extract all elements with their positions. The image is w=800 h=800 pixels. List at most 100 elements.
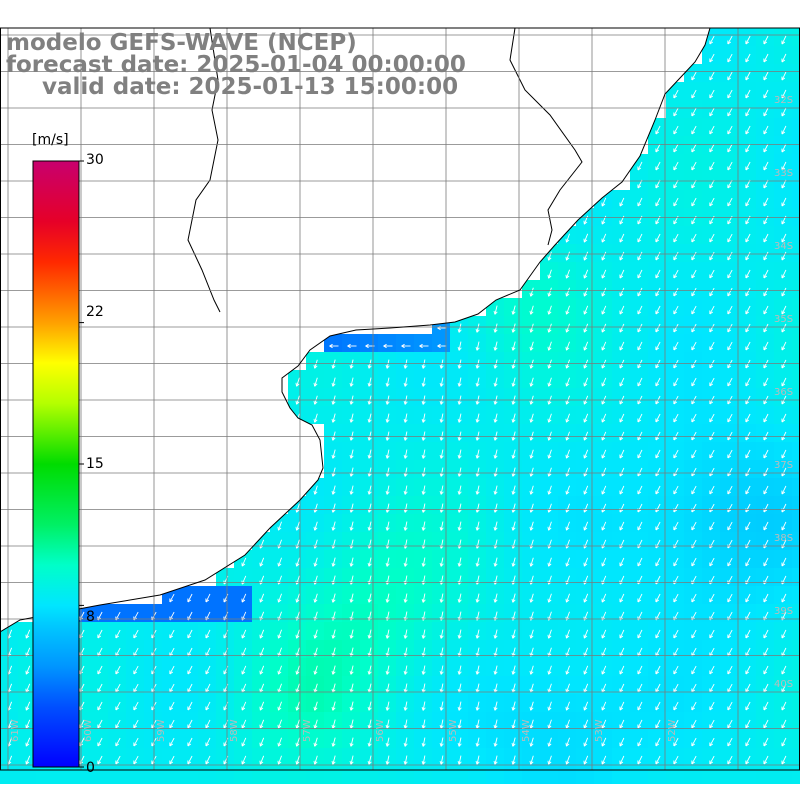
speed-cell (486, 694, 504, 712)
wind-arrow (439, 719, 444, 729)
wind-arrow (511, 323, 516, 333)
wind-arrow (169, 737, 175, 747)
speed-cell (774, 406, 792, 424)
wind-arrow (619, 449, 625, 459)
speed-cell (504, 550, 522, 568)
speed-cell (792, 748, 800, 766)
speed-cell (684, 748, 702, 766)
wind-arrow (331, 431, 336, 441)
speed-cell (468, 514, 486, 532)
wind-arrow (673, 233, 679, 243)
wind-arrow (565, 305, 570, 315)
speed-cell (558, 514, 576, 532)
speed-cell (630, 586, 648, 604)
speed-cell (468, 352, 486, 370)
speed-cell (738, 478, 756, 496)
speed-cell (684, 424, 702, 442)
speed-cell (522, 478, 540, 496)
wind-arrow (601, 737, 607, 747)
speed-cell (558, 478, 576, 496)
wind-arrow (655, 359, 661, 369)
speed-cell (360, 712, 378, 730)
wind-arrow (565, 485, 570, 495)
lon-label-59w: 59W (156, 719, 167, 742)
speed-cell (666, 442, 684, 460)
wind-arrow (763, 233, 769, 243)
wind-arrow (25, 719, 31, 729)
speed-cell (180, 694, 198, 712)
speed-cell (288, 712, 306, 730)
speed-cell (504, 694, 522, 712)
wind-arrow (709, 629, 715, 639)
speed-cell (360, 352, 378, 370)
lat-label-35s: 35S (774, 314, 794, 325)
speed-cell (270, 712, 288, 730)
wind-arrow (601, 701, 607, 711)
speed-cell (414, 532, 432, 550)
speed-cell (450, 640, 468, 658)
wind-arrow (763, 107, 769, 117)
speed-cell (324, 370, 342, 388)
speed-cell (378, 748, 396, 766)
wind-arrow (619, 557, 625, 567)
speed-cell (162, 640, 180, 658)
speed-cell (702, 190, 720, 208)
wind-arrow (727, 143, 733, 153)
speed-cell (342, 568, 360, 586)
speed-cell (522, 766, 540, 784)
speed-cell (522, 424, 540, 442)
speed-cell (558, 406, 576, 424)
wind-arrow (727, 413, 733, 423)
wind-arrow (601, 719, 607, 729)
speed-cell (306, 568, 324, 586)
wind-arrow (781, 53, 787, 63)
speed-cell (486, 424, 504, 442)
wind-arrow (691, 521, 697, 531)
speed-cell (666, 388, 684, 406)
wind-arrow (439, 449, 444, 459)
speed-cell (720, 658, 738, 676)
wind-arrow (781, 341, 787, 351)
speed-cell (630, 514, 648, 532)
wind-arrow (763, 719, 769, 729)
speed-cell (792, 766, 800, 784)
wind-arrow (565, 377, 570, 387)
speed-cell (90, 694, 108, 712)
wind-arrow (673, 737, 679, 747)
wind-arrow (601, 413, 607, 423)
wind-arrow (637, 485, 643, 495)
wind-arrow (745, 755, 751, 765)
wind-arrow (565, 341, 570, 351)
speed-cell (756, 388, 774, 406)
wind-arrow (313, 701, 318, 711)
wind-arrow (745, 251, 751, 261)
wind-arrow (619, 521, 625, 531)
speed-cell (522, 406, 540, 424)
wind-arrow (403, 431, 408, 441)
wind-arrow (763, 53, 769, 63)
wind-arrow (781, 35, 787, 45)
speed-cell (144, 748, 162, 766)
speed-cell (450, 712, 468, 730)
wind-arrow (709, 719, 715, 729)
wind-arrow (349, 485, 354, 495)
wind-arrow (727, 305, 733, 315)
speed-cell (648, 370, 666, 388)
wind-arrow (601, 593, 607, 603)
wind-arrow (421, 449, 426, 459)
speed-cell (396, 658, 414, 676)
speed-cell (630, 298, 648, 316)
wind-arrow (169, 701, 175, 711)
wind-arrow (511, 737, 516, 747)
wind-arrow (511, 557, 516, 567)
speed-cell (0, 658, 18, 676)
wind-arrow (367, 755, 372, 765)
speed-cell (504, 586, 522, 604)
speed-cell (504, 460, 522, 478)
speed-cell (684, 208, 702, 226)
speed-cell (468, 640, 486, 658)
wind-arrow (709, 593, 715, 603)
speed-cell (774, 442, 792, 460)
wind-arrow (709, 143, 715, 153)
speed-cell (324, 388, 342, 406)
